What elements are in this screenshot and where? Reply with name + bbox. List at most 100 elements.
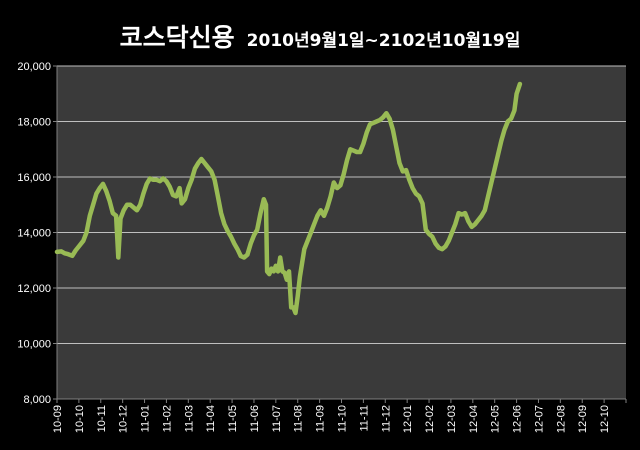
x-tick-label: 12-04	[468, 405, 480, 433]
data-point	[301, 262, 303, 264]
data-point	[323, 215, 325, 217]
data-point	[431, 235, 434, 238]
data-point	[265, 204, 267, 206]
data-point	[513, 109, 516, 112]
data-point	[392, 129, 394, 131]
axis-layer	[53, 65, 627, 403]
data-point	[246, 253, 249, 256]
data-point	[339, 184, 342, 187]
data-point	[329, 195, 332, 198]
data-point	[470, 226, 473, 228]
data-point	[365, 131, 368, 134]
data-point	[467, 220, 470, 223]
data-point	[349, 148, 352, 151]
x-tick-label: 11-09	[315, 405, 327, 432]
data-point	[275, 265, 277, 267]
data-point	[490, 181, 493, 184]
data-point	[385, 112, 388, 114]
data-point	[418, 195, 421, 198]
data-point	[249, 242, 252, 245]
data-point	[316, 215, 319, 217]
data-point	[388, 117, 391, 120]
y-tick-label: 20,000	[17, 61, 51, 73]
data-point	[510, 117, 512, 120]
data-point	[415, 192, 417, 195]
data-point	[165, 180, 168, 182]
data-point	[184, 198, 186, 200]
data-point	[253, 234, 255, 237]
data-point	[441, 248, 444, 250]
data-point	[78, 245, 80, 248]
data-point	[272, 270, 275, 273]
data-point	[207, 166, 209, 169]
x-tick-label: 12-05	[490, 405, 502, 433]
data-point	[95, 192, 98, 195]
data-point	[425, 228, 427, 231]
data-point	[213, 179, 216, 181]
data-point	[310, 231, 312, 234]
chart-title-main: 코스닥신용	[119, 23, 235, 52]
data-point	[230, 235, 232, 238]
data-point	[98, 187, 101, 189]
x-tick-label: 12-08	[555, 405, 567, 433]
data-point	[74, 249, 77, 252]
data-point	[220, 212, 222, 214]
data-point	[288, 270, 290, 273]
y-tick-label: 12,000	[17, 283, 51, 295]
data-point	[105, 190, 107, 192]
data-point	[428, 233, 430, 235]
x-tick-label: 11-05	[227, 405, 239, 432]
data-point	[126, 204, 128, 206]
data-point	[139, 204, 141, 206]
data-point	[346, 159, 348, 162]
data-point	[333, 181, 335, 184]
data-point	[217, 195, 219, 198]
data-point	[102, 183, 104, 185]
data-point	[434, 242, 437, 245]
data-point	[303, 248, 306, 250]
data-point	[507, 120, 509, 123]
y-tick-label: 18,000	[17, 117, 51, 129]
data-point	[281, 270, 284, 273]
data-point	[240, 255, 242, 257]
data-point	[180, 202, 183, 205]
data-point	[162, 177, 164, 180]
data-point	[487, 195, 489, 198]
data-point	[197, 162, 199, 164]
x-tick-label: 12-09	[577, 405, 589, 433]
data-point	[122, 209, 125, 212]
data-point	[290, 306, 293, 309]
data-point	[286, 278, 288, 281]
y-tick-label: 10,000	[17, 339, 51, 351]
data-point	[444, 245, 447, 248]
data-point	[263, 198, 265, 200]
x-tick-label: 12-01	[402, 405, 414, 433]
data-point	[294, 312, 297, 314]
chart-title: 코스닥신용 2010년9월1일~2102년10월19일	[0, 18, 640, 54]
data-point	[375, 120, 378, 123]
data-point	[203, 162, 206, 164]
data-point	[405, 169, 407, 171]
x-tick-label: 12-02	[424, 405, 436, 433]
data-point	[372, 122, 375, 124]
data-point	[178, 187, 181, 189]
data-point	[210, 170, 213, 173]
data-point	[369, 123, 371, 126]
data-point	[382, 116, 384, 119]
data-point	[493, 167, 496, 170]
data-point	[477, 219, 480, 221]
x-tick-label: 11-03	[183, 405, 195, 432]
x-tick-label: 12-06	[512, 405, 524, 433]
data-point	[474, 223, 476, 225]
data-point	[194, 167, 196, 170]
data-point	[484, 209, 486, 212]
data-point	[270, 267, 273, 270]
data-point	[60, 250, 63, 253]
x-tick-label: 11-07	[271, 405, 283, 432]
data-point	[67, 253, 69, 255]
data-point	[395, 145, 398, 148]
data-point	[306, 240, 309, 242]
y-tick-label: 16,000	[17, 172, 51, 184]
